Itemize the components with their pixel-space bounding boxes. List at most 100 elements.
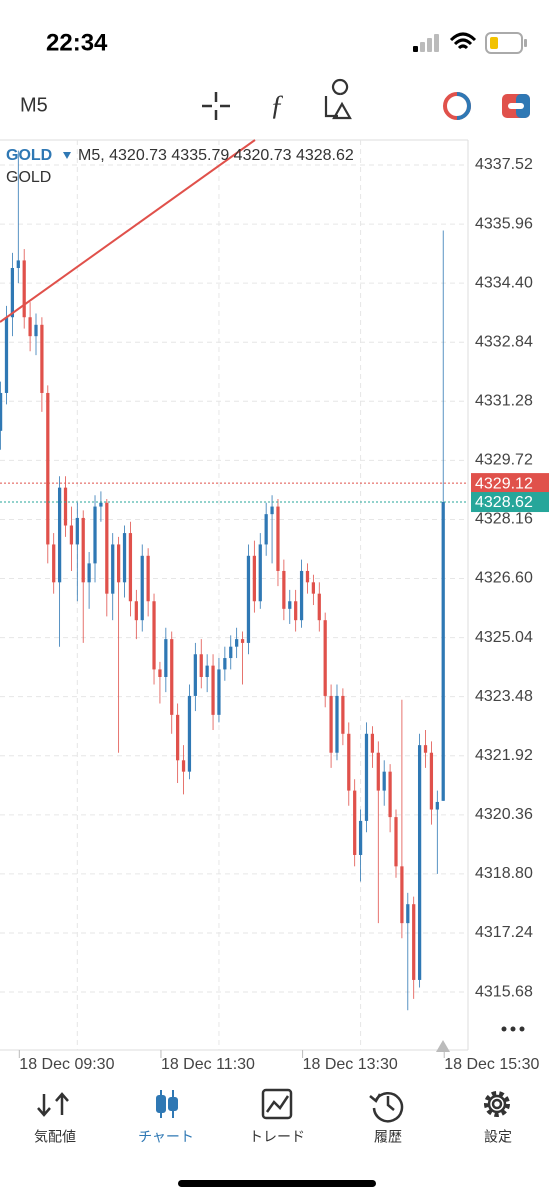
candle-body [246,555,251,643]
x-tick-label: 18 Dec 15:30 [444,1056,539,1073]
candle-body [317,593,321,621]
candle-body [46,392,50,545]
candle-body [193,654,197,696]
candle-body [57,487,62,583]
candle-body [423,745,428,753]
trade-nav-icon[interactable] [261,1088,293,1120]
candle-body [341,695,345,734]
candle-body [81,517,85,583]
candle-body [311,582,315,594]
candle-body [412,904,416,980]
candle-body [16,260,20,268]
candle-body [117,544,121,583]
y-tick-label: 4323.48 [475,688,533,705]
timeframe[interactable]: M5 [20,94,48,116]
candle-body [87,563,91,583]
signal-icon [413,34,439,52]
candle-body [417,745,422,980]
settings-nav-icon[interactable] [484,1091,510,1117]
chart-nav-icon[interactable] [156,1090,178,1118]
crosshair-icon[interactable] [202,92,230,120]
status-time: 22:34 [46,29,108,56]
indicator-icon[interactable]: ƒ [270,90,284,121]
y-tick-label: 4337.52 [475,156,533,173]
candle-body [388,771,392,818]
nav-label[interactable]: 気配値 [34,1129,76,1145]
nav-label[interactable]: 履歴 [374,1129,402,1145]
candle-body [235,639,239,647]
more-icon[interactable] [501,1026,525,1032]
candle-body [282,570,286,609]
x-tick-label: 18 Dec 09:30 [19,1056,114,1073]
y-tick-label: 4321.92 [475,747,533,764]
oneclick-icon[interactable] [443,92,471,120]
candle-body [406,904,410,924]
candle-body [0,392,3,431]
candle-body [223,658,227,670]
candle-body [270,506,274,515]
symbol-dropdown[interactable] [63,152,71,159]
candle-body [22,260,26,318]
candle-body [294,601,298,621]
candle-body [258,544,262,602]
x-tick-label: 18 Dec 13:30 [303,1056,398,1073]
trend-line[interactable] [0,139,256,323]
candle-body [69,525,74,545]
candle-body [394,817,398,867]
candle-body [122,533,127,583]
candle-body [211,665,215,715]
candle-body [305,570,310,583]
candle-body [134,601,138,621]
candle-body [146,555,150,602]
candle-body [323,620,327,696]
y-tick-label: 4320.36 [475,806,533,823]
candle-body [111,544,115,594]
candle-body [93,506,97,564]
nav-label[interactable]: 設定 [484,1129,512,1145]
shift-marker [436,1040,450,1052]
candle-body [264,514,268,545]
symbol[interactable]: GOLD [6,147,52,164]
price-tag [471,473,549,494]
candle-body [364,733,369,821]
x-tick-label: 18 Dec 11:30 [161,1056,255,1073]
candle-body [329,695,333,753]
candle-body [164,639,168,677]
nav-label[interactable]: トレード [249,1129,305,1145]
candle-body [99,502,103,507]
y-tick-label: 4325.04 [475,629,533,646]
candle-body [429,752,434,810]
trade-icon[interactable] [502,94,530,118]
candle-body [52,544,56,583]
candle-body [10,267,15,318]
candle-body [400,866,404,924]
chart-subtitle: GOLD [6,169,51,186]
price-tag-label: 4329.12 [475,475,533,492]
price-tag [471,492,549,513]
quotes-icon[interactable] [37,1092,69,1117]
y-tick-label: 4334.40 [475,274,533,291]
candle-body [199,654,203,677]
candle-body [217,669,221,715]
candle-body [187,695,192,772]
candle-body [105,502,109,594]
nav-label[interactable]: チャート [138,1129,194,1145]
candle-body [152,601,156,670]
y-tick-label: 4329.72 [475,452,533,469]
candle-body [382,771,386,791]
objects-icon[interactable] [324,78,352,120]
candle-body [276,506,280,571]
candle-body [376,752,380,791]
candle-body [299,570,304,621]
y-tick-label: 4326.60 [475,570,533,587]
candle-body [158,669,162,677]
candle-body [4,317,9,393]
y-tick-label: 4318.80 [475,865,533,882]
history-nav-icon[interactable] [369,1092,404,1123]
home-indicator [178,1180,376,1187]
y-tick-label: 4335.96 [475,215,533,232]
candle-body [370,733,375,753]
y-tick-label: 4332.84 [475,333,533,350]
candle-body [435,801,439,810]
